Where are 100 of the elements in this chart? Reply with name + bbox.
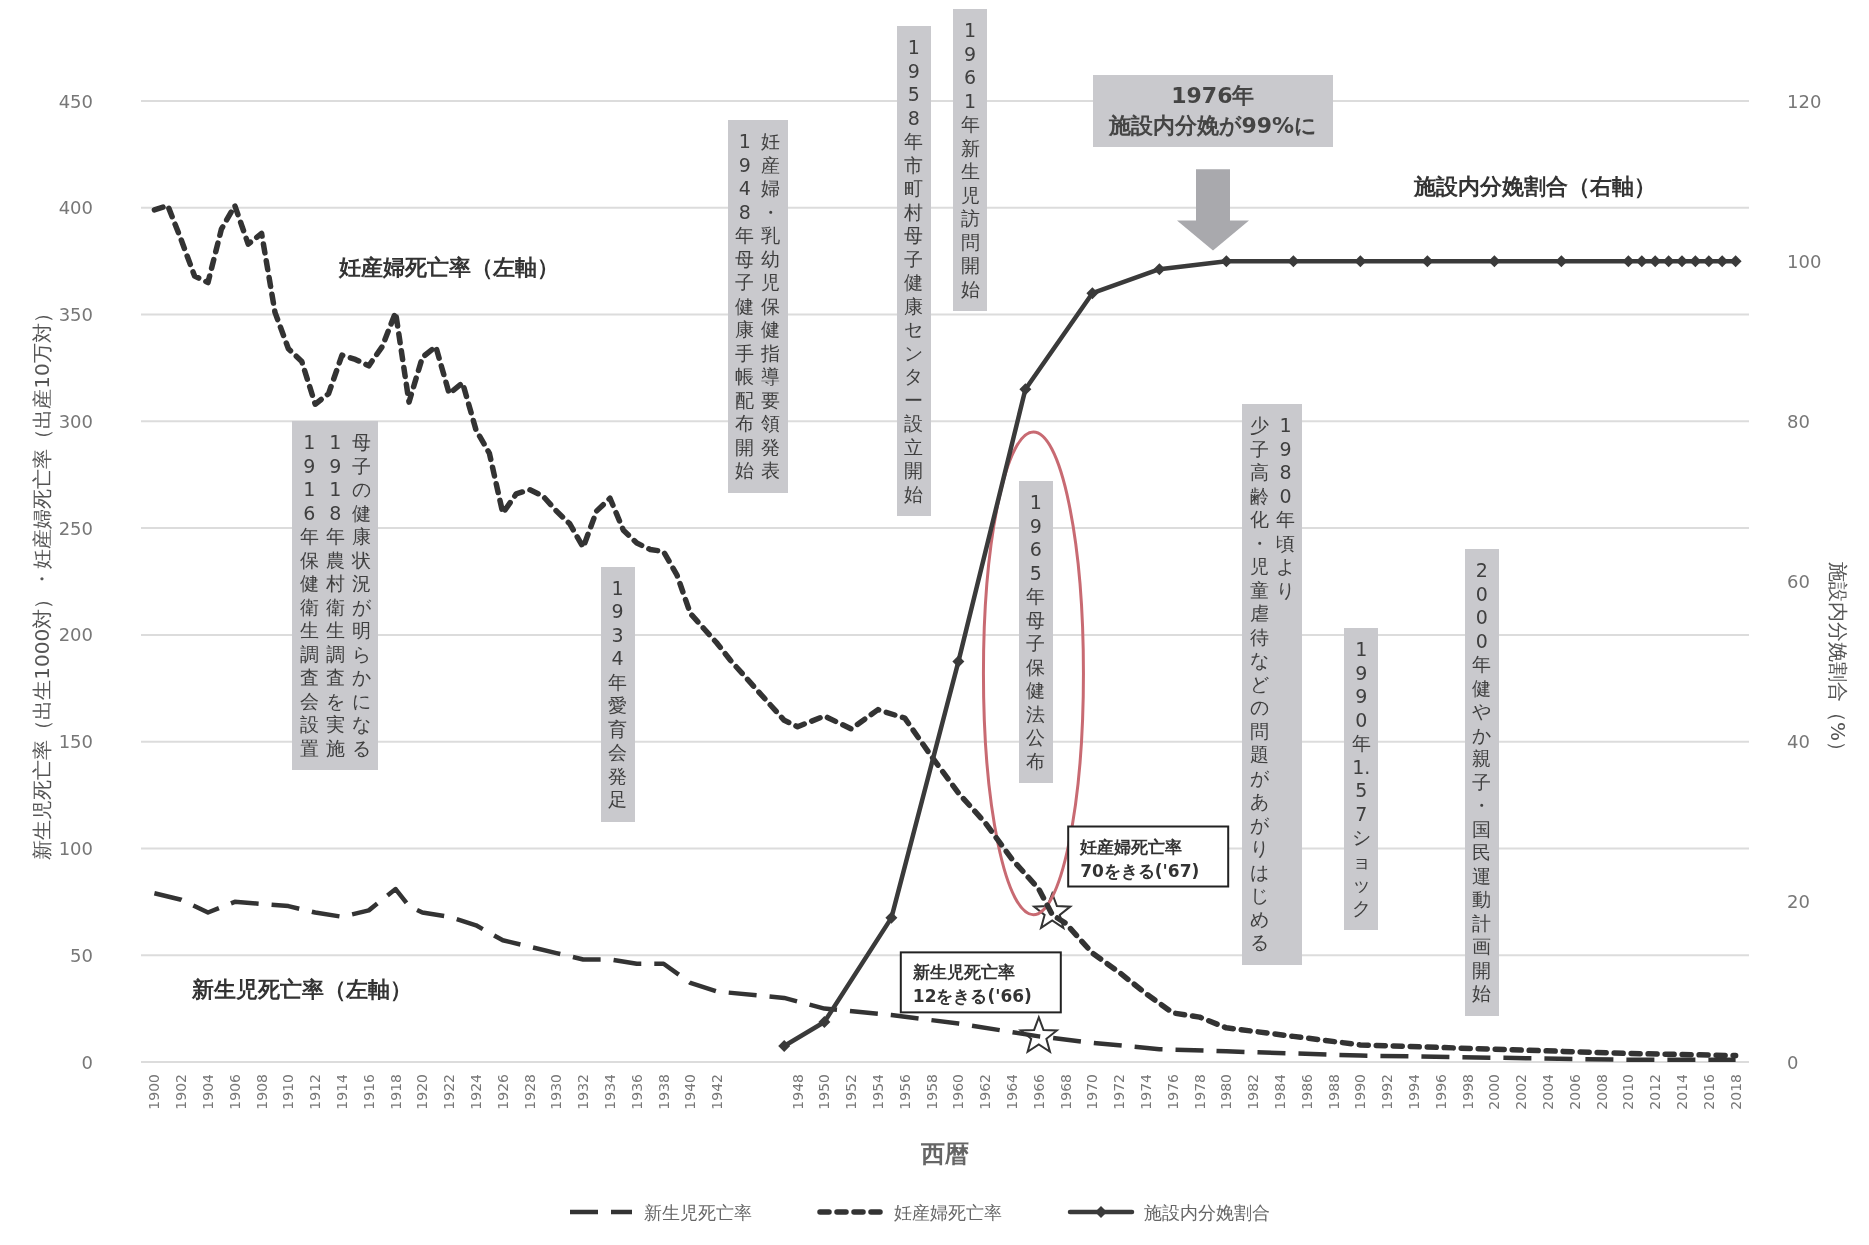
text: 1961年新生児訪問開始 — [960, 19, 980, 300]
point — [1086, 287, 1099, 300]
y-tick-label: 0 — [81, 1051, 93, 1073]
legend-label: 妊産婦死亡率 — [894, 1201, 1002, 1223]
x-tick-label: 1966 — [1030, 1073, 1047, 1110]
x-tick-label: 1960 — [950, 1074, 967, 1110]
y2-axis-title: 施設内分娩割合（%） — [1826, 561, 1850, 762]
x-tick-label: 1992 — [1379, 1074, 1396, 1110]
text: 少子高齢化・児童虐待などの問題があがりはじめる — [1249, 414, 1269, 954]
x-tick-label: 1908 — [253, 1074, 270, 1110]
text: 1965年母子保健法公布 — [1026, 491, 1046, 772]
y-tick-label: 350 — [58, 304, 93, 326]
annotation: 施設内分娩割合（右軸） — [1412, 173, 1656, 199]
x-tick-label: 2002 — [1513, 1074, 1530, 1110]
y2-tick-label: 80 — [1787, 410, 1810, 432]
annotation: 1976年 — [1170, 82, 1256, 111]
x-tick-label: 2012 — [1647, 1074, 1664, 1110]
y-tick-label: 200 — [58, 624, 93, 646]
x-tick-label: 1902 — [173, 1074, 190, 1110]
y-tick-label: 450 — [58, 90, 93, 112]
annotation: 妊産婦死亡率 70をきる('67) — [1079, 836, 1200, 881]
x-tick-label: 1968 — [1057, 1074, 1074, 1110]
x-tick-label: 1918 — [387, 1074, 404, 1110]
text: 2000年健やか親子・国民運動計画開始 — [1472, 559, 1492, 1005]
x-tick-label: 1910 — [280, 1074, 297, 1110]
x-tick-label: 1932 — [575, 1074, 592, 1110]
x-tick-label: 1956 — [896, 1073, 913, 1110]
text: 1990年1.57ショック — [1351, 638, 1371, 919]
x-tick-label: 1952 — [843, 1074, 860, 1110]
y-tick-label: 100 — [58, 837, 93, 859]
x-tick-label: 1950 — [816, 1074, 833, 1110]
x-tick-label: 2004 — [1540, 1073, 1556, 1110]
x-tick-label: 1940 — [682, 1074, 699, 1110]
legend-label: 施設内分娩割合 — [1144, 1201, 1270, 1223]
text: 1948年母子健康手帳配布開始 — [735, 130, 755, 482]
x-tick-label: 1980 — [1218, 1074, 1235, 1110]
x-axis-title: 西暦 — [920, 1140, 969, 1168]
x-tick-label: 1924 — [468, 1073, 484, 1110]
point — [778, 1039, 791, 1052]
x-tick-label: 2014 — [1674, 1073, 1690, 1110]
x-tick-label: 1900 — [146, 1074, 163, 1110]
x-tick-label: 1920 — [414, 1074, 431, 1110]
x-tick-label: 1984 — [1272, 1073, 1288, 1110]
x-tick-label: 1930 — [548, 1074, 565, 1110]
y-tick-label: 250 — [58, 517, 93, 539]
y-tick-label: 300 — [58, 410, 93, 432]
x-tick-label: 1964 — [1004, 1073, 1020, 1110]
y-axis-title: 新生児死亡率（出生1000対）・妊産婦死亡率（出産10万対） — [30, 303, 54, 860]
text: 1934年愛育会発足 — [608, 576, 628, 811]
y2-tick-label: 60 — [1787, 571, 1810, 592]
x-tick-label: 1916 — [360, 1073, 377, 1110]
x-tick-label: 1976 — [1164, 1073, 1181, 1110]
x-tick-label: 2000 — [1486, 1074, 1503, 1110]
x-tick-label: 1988 — [1325, 1074, 1342, 1110]
point — [885, 911, 898, 924]
annotation: 妊産婦死亡率（左軸） — [338, 255, 560, 281]
x-tick-label: 1938 — [655, 1074, 672, 1110]
x-tick-label: 1934 — [602, 1073, 618, 1110]
y2-tick-label: 40 — [1787, 731, 1810, 753]
annotation: 新生児死亡率（左軸） — [190, 976, 412, 1002]
x-tick-label: 1948 — [789, 1074, 806, 1110]
x-tick-label: 2010 — [1620, 1074, 1637, 1110]
x-tick-label: 1912 — [307, 1074, 324, 1110]
x-tick-label: 2018 — [1727, 1074, 1744, 1110]
x-tick-label: 1962 — [977, 1074, 994, 1110]
text: 1918年農村衛生調査を実施 — [325, 431, 345, 759]
x-tick-label: 1982 — [1245, 1074, 1262, 1110]
text: 妊産婦・乳幼児保健指導要領発表 — [761, 130, 781, 482]
x-tick-label: 1936 — [628, 1073, 645, 1110]
x-tick-label: 1990 — [1352, 1074, 1369, 1110]
x-tick-label: 1942 — [709, 1074, 726, 1110]
y-tick-label: 50 — [70, 944, 93, 966]
annotation: 新生児死亡率 12をきる('66) — [911, 962, 1032, 1007]
x-tick-label: 1974 — [1138, 1073, 1154, 1110]
y-tick-label: 150 — [58, 731, 93, 753]
x-tick-label: 1926 — [494, 1073, 511, 1110]
x-tick-label: 1928 — [521, 1074, 538, 1110]
x-tick-label: 1970 — [1084, 1074, 1101, 1110]
x-tick-label: 1986 — [1298, 1073, 1315, 1110]
x-tick-label: 2006 — [1566, 1073, 1583, 1110]
point — [818, 1015, 831, 1028]
point — [952, 655, 965, 668]
x-tick-label: 1954 — [870, 1073, 886, 1110]
point — [1019, 383, 1032, 396]
y-tick-label: 400 — [58, 197, 93, 219]
text: 1958年市町村母子健康センター設立開始 — [904, 36, 924, 505]
text: 母子の健康状況が明らかになる — [351, 431, 371, 759]
x-tick-label: 1914 — [334, 1073, 350, 1110]
x-tick-label: 1958 — [923, 1074, 940, 1110]
text: 1916年保健衛生調査会設置 — [299, 431, 319, 759]
x-tick-label: 1998 — [1459, 1074, 1476, 1110]
legend-label: 新生児死亡率 — [644, 1201, 752, 1223]
y2-tick-label: 0 — [1787, 1051, 1799, 1073]
x-tick-label: 1978 — [1191, 1074, 1208, 1110]
x-tick-label: 1906 — [226, 1073, 243, 1110]
annotation: 施設内分娩が99%に — [1108, 112, 1318, 141]
annotation: 1980年頃より — [1274, 414, 1296, 603]
x-tick-label: 1996 — [1432, 1073, 1449, 1110]
x-tick-label: 2016 — [1700, 1073, 1717, 1110]
x-tick-label: 1904 — [200, 1073, 216, 1110]
